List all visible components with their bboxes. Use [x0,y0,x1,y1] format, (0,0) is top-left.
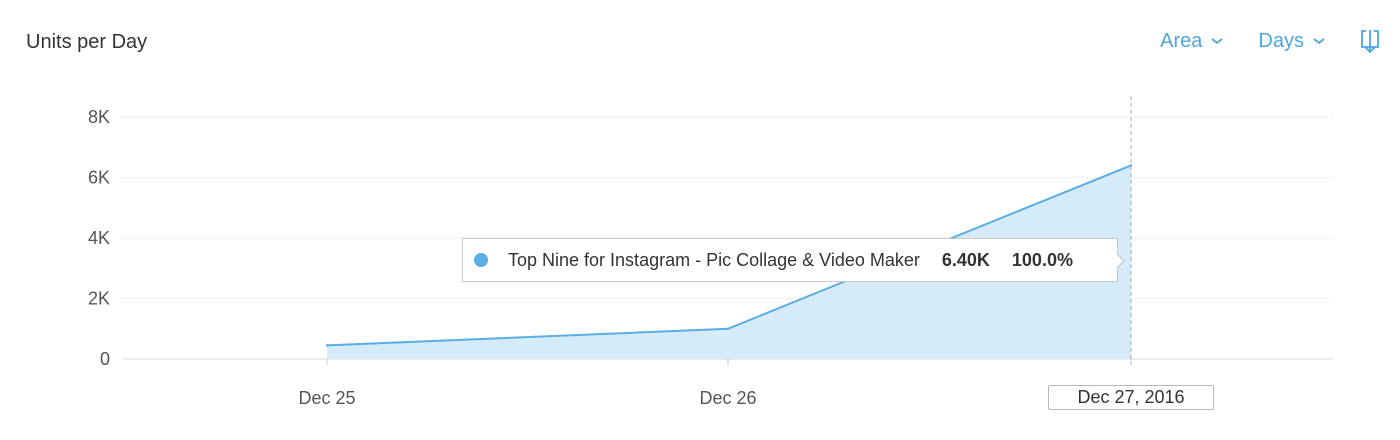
chevron-down-icon [1211,38,1223,45]
y-tick-label: 4K [88,228,110,248]
chart-controls: Area Days [1160,28,1380,54]
series-area [327,165,1131,359]
series-tooltip: Top Nine for Instagram - Pic Collage & V… [462,238,1125,282]
data-point [726,327,730,330]
data-point [1129,164,1133,167]
interval-label: Days [1258,29,1304,52]
download-icon [1361,30,1379,54]
x-tick-label: Dec 26 [699,388,756,408]
tooltip-value: 6.40K [941,249,990,270]
y-tick-label: 0 [100,349,110,369]
y-tick-label: 2K [88,289,110,309]
tooltip-series-name: Top Nine for Instagram - Pic Collage & V… [508,249,920,270]
tooltip-pointer [1116,253,1125,269]
y-tick-label: 8K [88,107,110,127]
chart-type-label: Area [1160,29,1203,52]
y-tick-label: 6K [88,168,110,188]
x-tick-label: Dec 25 [298,388,355,408]
download-button[interactable] [1360,28,1380,54]
data-point [325,344,329,347]
chevron-down-icon [1313,38,1325,45]
chart-type-dropdown[interactable]: Area [1160,30,1224,53]
tooltip-percent: 100.0% [1011,249,1073,270]
interval-dropdown[interactable]: Days [1258,30,1326,53]
chart-title: Units per Day [26,31,148,53]
series-color-dot [474,253,488,267]
highlighted-date-label: Dec 27, 2016 [1048,385,1214,410]
